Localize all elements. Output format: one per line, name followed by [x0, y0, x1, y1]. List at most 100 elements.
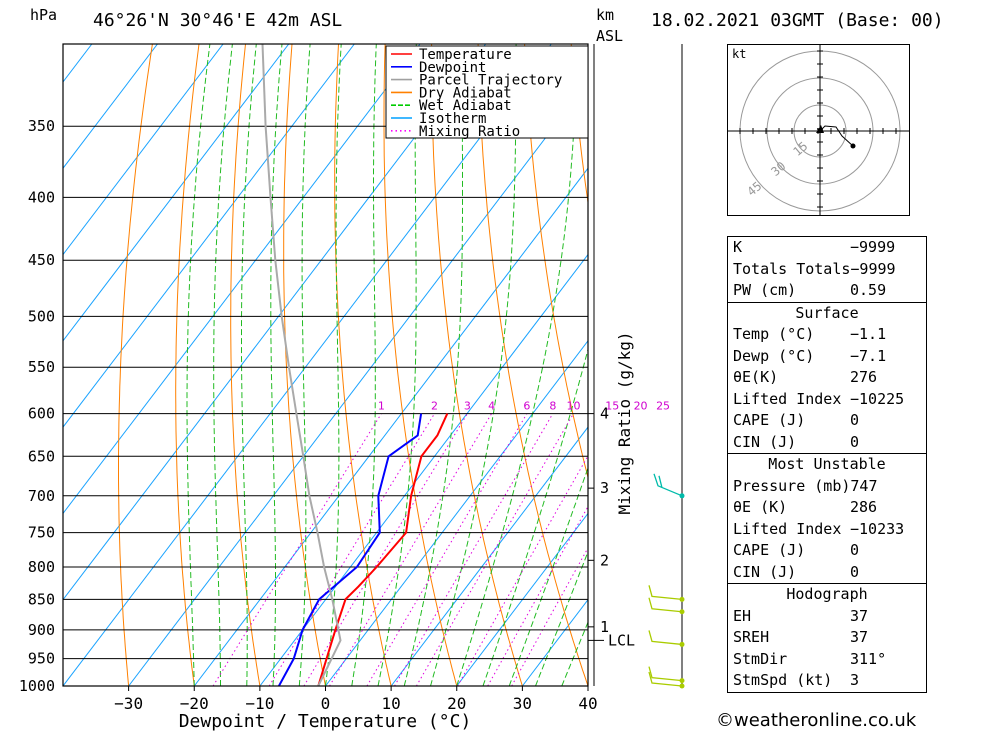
isotherm-lines — [63, 44, 588, 686]
pressure-tick-label: 600 — [28, 405, 55, 423]
dry-adiabat-line — [943, 44, 1000, 686]
km-tick-label: 4 — [600, 405, 609, 423]
surface-title: Surface — [795, 303, 859, 322]
table-row-value: 747 — [850, 476, 878, 495]
parcel-trajectory-series-line — [261, 44, 342, 686]
pressure-axis: 350 400 450 500 550 600 650 700 750 800 850 900 950 1… — [19, 117, 55, 695]
datetime-title: 18.02.2021 03GMT (Base: 00) — [651, 10, 944, 31]
table-row-value: 37 — [850, 628, 869, 646]
pressure-tick-label: 950 — [28, 650, 55, 668]
wet-adiabat-line — [241, 44, 257, 686]
table-row-value: −1.1 — [850, 325, 887, 343]
mixing-ratio-labels: 1 2 3 4 6 8 10 15 20 25 — [378, 400, 670, 413]
table-row: Lifted Index −10233 — [728, 519, 926, 541]
mixing-ratio-label: 20 — [634, 400, 648, 413]
dry-adiabat-line — [230, 44, 261, 686]
pressure-tick-label: 700 — [28, 487, 55, 505]
table-row-value: 286 — [850, 498, 878, 516]
temperature-tick-label: 30 — [513, 694, 532, 713]
temperature-series-line — [317, 413, 449, 686]
legend-entry: Mixing Ratio — [419, 124, 520, 140]
dry-adiabat-line — [383, 44, 458, 686]
mixing-ratio-line — [329, 413, 493, 686]
legend-entry: Isotherm — [419, 111, 486, 127]
mixing-ratio-line — [268, 413, 435, 686]
hodograph-ring-15: 15 — [790, 139, 810, 159]
legend-entry: Wet Adiabat — [419, 98, 512, 114]
mixing-ratio-label: 4 — [488, 400, 495, 413]
isotherm-line — [193, 167, 588, 686]
table-row-value: 0 — [850, 562, 860, 581]
table-row: θE (K) 286 — [728, 497, 926, 519]
table-row: K −9999 — [728, 237, 926, 259]
mixing-ratio-label: 1 — [378, 400, 385, 413]
table-row: EH 37 — [728, 606, 926, 628]
wind-barb — [648, 597, 683, 613]
hodograph-ring-45: 45 — [744, 179, 764, 199]
mixing-ratio-label: 10 — [566, 400, 580, 413]
table-row: PW (cm) 0.59 — [728, 280, 926, 302]
table-row: StmSpd (kt) 3 — [728, 670, 926, 692]
isotherm-line — [325, 340, 588, 686]
wet-adiabat-line — [186, 44, 211, 686]
mixing-ratio-label: 3 — [464, 400, 471, 413]
isotherm-line — [63, 44, 487, 601]
hodograph-title: Hodograph — [786, 585, 868, 603]
temperature-tick-label: −30 — [114, 694, 143, 713]
pressure-tick-label: 750 — [28, 524, 55, 542]
table-row-label: CIN (J) — [733, 432, 797, 451]
table-row: CAPE (J) 0 — [728, 410, 926, 432]
wet-adiabat-line — [508, 466, 588, 686]
pressure-tick-label: 850 — [28, 590, 55, 608]
temperature-tick-label: −20 — [180, 694, 209, 713]
dry-adiabat-line — [570, 44, 588, 206]
storm-motion-marker — [816, 125, 824, 133]
legend-entry: Dry Adiabat — [419, 85, 512, 101]
hodograph-trace — [819, 125, 854, 147]
table-row-value: 3 — [850, 671, 860, 689]
location-title: 46°26'N 30°46'E 42m ASL — [93, 10, 343, 31]
credit-link[interactable]: ©weatheronline.co.uk — [716, 710, 917, 731]
pressure-tick-label: 450 — [28, 251, 55, 269]
dry-adiabat-line — [431, 44, 523, 686]
pressure-tick-label: 350 — [28, 117, 55, 135]
table-row-label: Totals Totals — [733, 259, 851, 278]
temperature-axis: −30 −20 −10 0 10 20 30 40 — [114, 686, 598, 713]
table-row-label: SREH — [733, 628, 770, 646]
temperature-tick-label: 40 — [578, 694, 597, 713]
dry-adiabat-line — [118, 44, 153, 686]
table-row-label: Dewp (°C) — [733, 346, 815, 365]
lcl-label: LCL — [608, 631, 635, 649]
pressure-tick-label: 900 — [28, 621, 55, 639]
temperature-tick-label: 10 — [381, 694, 400, 713]
table-row-label: StmSpd (kt) — [733, 671, 833, 689]
temperature-tick-label: −10 — [245, 694, 274, 713]
isotherm-line — [259, 253, 588, 686]
table-row-label: CAPE (J) — [733, 411, 806, 429]
km-label: km — [596, 6, 615, 24]
table-row-value: −7.1 — [850, 346, 887, 365]
wet-adiabat-line — [377, 44, 417, 686]
table-row-label: PW (cm) — [733, 281, 797, 299]
mixing-ratio-lines — [212, 413, 588, 686]
table-row-value: 37 — [850, 606, 869, 625]
most-unstable-title: Most Unstable — [768, 455, 886, 473]
mixing-ratio-label: 25 — [656, 400, 670, 413]
table-row-label: CAPE (J) — [733, 541, 806, 559]
table-row-label: K — [733, 238, 743, 256]
table-row-value: 311° — [850, 649, 887, 668]
pressure-tick-label: 500 — [28, 307, 55, 325]
wind-barb — [648, 630, 683, 646]
table-row-label: Lifted Index — [733, 389, 842, 408]
isotherm-line — [63, 44, 552, 686]
mixing-ratio-label: 8 — [549, 400, 556, 413]
wind-barbs — [648, 44, 685, 689]
mixing-ratio-line — [303, 413, 468, 686]
surface-section: Surface Temp (°C) −1.1 Dewp (°C) −7.1 θE(K) 2… — [728, 301, 926, 454]
wind-barb — [648, 666, 683, 682]
dry-adiabat-line — [990, 44, 1000, 686]
legend-entry: Temperature — [419, 47, 512, 63]
table-row-label: Pressure (mb) — [733, 476, 851, 495]
hodograph-section: Hodograph EH 37 SREH 37 StmDir 311° StmSpd (kt… — [728, 583, 926, 692]
